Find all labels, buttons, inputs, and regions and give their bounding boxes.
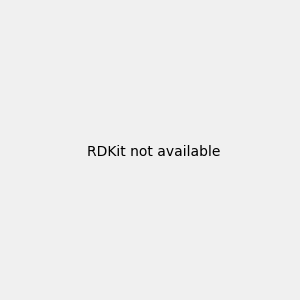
Text: RDKit not available: RDKit not available [87, 145, 220, 158]
